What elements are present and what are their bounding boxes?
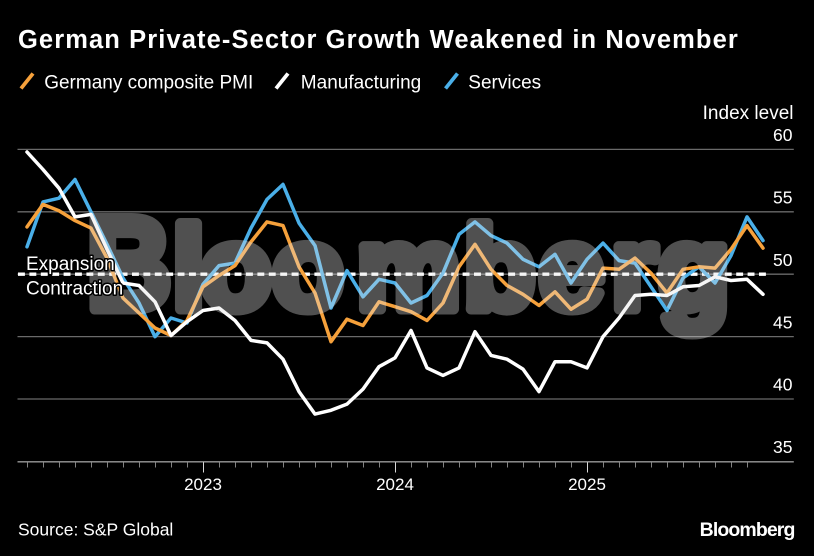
svg-text:Contraction: Contraction — [26, 278, 123, 299]
svg-text:2023: 2023 — [184, 475, 222, 494]
svg-text:Source: S&P Global: Source: S&P Global — [18, 520, 173, 540]
svg-text:Index level: Index level — [703, 103, 794, 124]
svg-text:45: 45 — [773, 312, 792, 332]
svg-text:Germany composite PMI: Germany composite PMI — [44, 73, 253, 94]
svg-text:2024: 2024 — [376, 475, 414, 494]
svg-text:B: B — [87, 190, 172, 337]
svg-text:60: 60 — [773, 125, 793, 145]
svg-text:40: 40 — [773, 375, 793, 395]
svg-text:55: 55 — [773, 188, 792, 208]
svg-text:Services: Services — [468, 73, 541, 94]
svg-text:Manufacturing: Manufacturing — [301, 73, 421, 94]
svg-text:35: 35 — [773, 437, 792, 457]
svg-text:loomberg: loomberg — [172, 203, 730, 334]
svg-text:Bloomberg: Bloomberg — [700, 519, 795, 541]
svg-text:2025: 2025 — [568, 475, 606, 494]
svg-text:Expansion: Expansion — [26, 254, 115, 275]
svg-text:German Private-Sector Growth W: German Private-Sector Growth Weakened in… — [18, 26, 739, 54]
svg-text:50: 50 — [773, 250, 793, 270]
